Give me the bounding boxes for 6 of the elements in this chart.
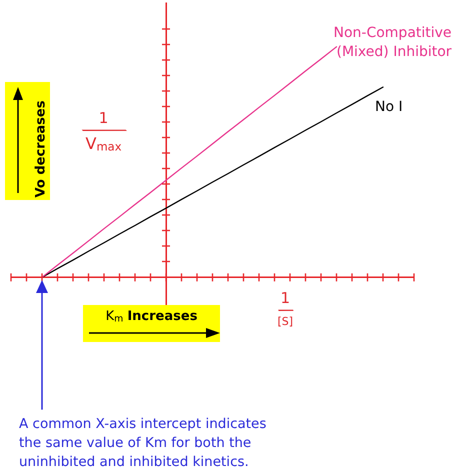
series-label: Non-Compatitive (Mixed) Inhibitor <box>333 24 452 60</box>
text: K$_{m}$ Increases <box>104 308 198 326</box>
series-label: No I <box>374 98 403 115</box>
annotation: Vo decreases <box>34 100 48 198</box>
text: A common X-axis intercept indicates the same value of Km for both the uninhibited and inhibited kinetics. <box>19 415 268 472</box>
x-axis-title: 1/[S] <box>275 289 297 329</box>
